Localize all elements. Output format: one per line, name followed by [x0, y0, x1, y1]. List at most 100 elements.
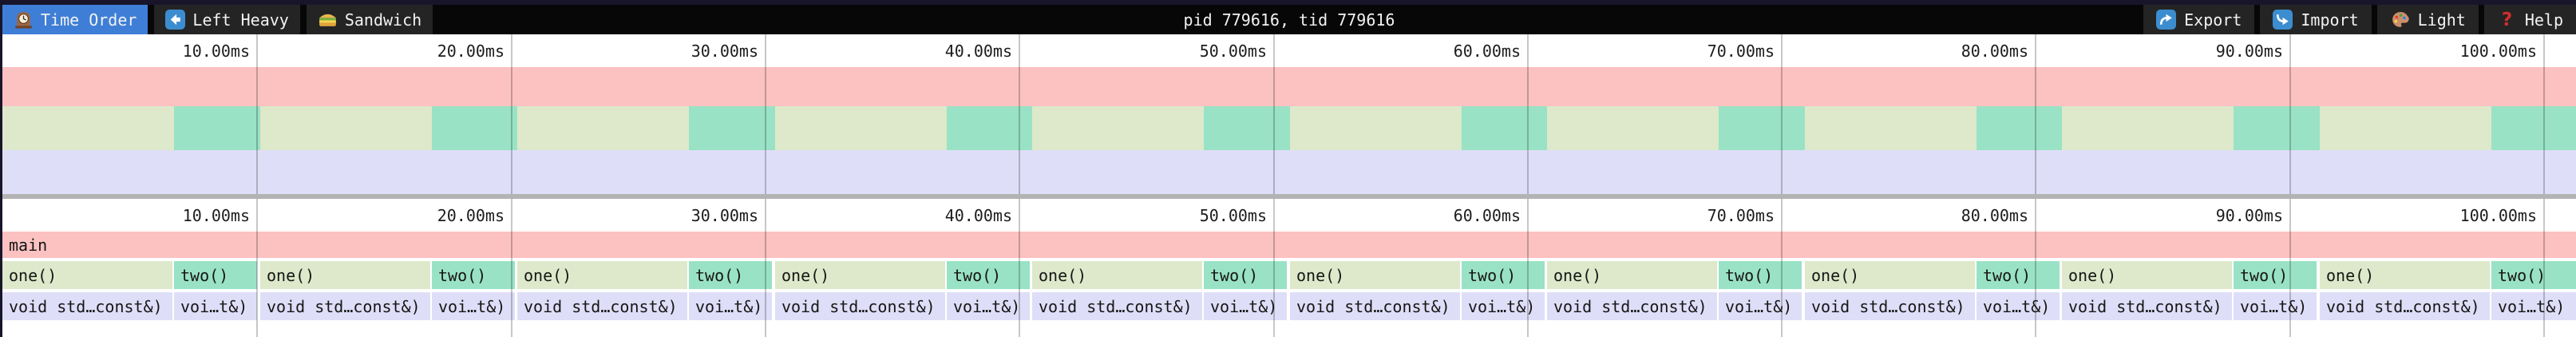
- tick-label: 90.00ms: [2215, 41, 2283, 61]
- gridline: [511, 199, 512, 337]
- tick-label: 100.00ms: [2459, 205, 2537, 225]
- frame-two-detail[interactable]: voi…t&): [432, 292, 515, 320]
- minimap-two-segment: [689, 106, 775, 150]
- tick-label: 90.00ms: [2215, 205, 2283, 225]
- left-arrow-icon: [165, 10, 186, 30]
- clock-icon: [14, 10, 34, 30]
- tick-label: 100.00ms: [2459, 41, 2537, 61]
- tab-sandwich[interactable]: Sandwich: [306, 5, 433, 34]
- help-icon: ?: [2497, 10, 2517, 30]
- tab-label: Left Heavy: [192, 10, 289, 30]
- frame-two-detail[interactable]: voi…t&): [174, 292, 257, 320]
- frame-one-detail[interactable]: void std…const&): [517, 292, 687, 320]
- gridline: [2289, 199, 2291, 337]
- minimap-band-calls: [2, 106, 2576, 150]
- gridline: [1781, 199, 1783, 337]
- tab-label: Time Order: [41, 10, 137, 30]
- tick-label: 40.00ms: [944, 205, 1012, 225]
- palette-icon: [2390, 10, 2410, 30]
- frame-main[interactable]: main: [2, 232, 2576, 258]
- frame-two-detail[interactable]: voi…t&): [2491, 292, 2576, 320]
- tab-time-order[interactable]: Time Order: [2, 5, 148, 34]
- tick-label: 50.00ms: [1199, 205, 1267, 225]
- frame-one[interactable]: one(): [260, 261, 430, 289]
- help-button[interactable]: ? Help: [2483, 5, 2576, 34]
- frame-two-detail[interactable]: voi…t&): [947, 292, 1030, 320]
- frame-two[interactable]: two(): [1462, 261, 1545, 289]
- minimap-two-segment: [1204, 106, 1290, 150]
- frame-one[interactable]: one(): [775, 261, 945, 289]
- frame-one[interactable]: one(): [2, 261, 172, 289]
- gridline: [2035, 34, 2036, 194]
- tick-label: 20.00ms: [437, 41, 505, 61]
- svg-text:?: ?: [2502, 10, 2512, 30]
- frame-two-detail[interactable]: voi…t&): [1719, 292, 1802, 320]
- tick-label: 50.00ms: [1199, 41, 1267, 61]
- gridline: [1781, 34, 1783, 194]
- gridline: [1019, 34, 1020, 194]
- frame-one-detail[interactable]: void std…const&): [1805, 292, 1975, 320]
- gridline: [1527, 199, 1529, 337]
- frame-two[interactable]: two(): [432, 261, 515, 289]
- tick-label: 60.00ms: [1453, 205, 1521, 225]
- frame-two-detail[interactable]: voi…t&): [2234, 292, 2317, 320]
- frame-two[interactable]: two(): [2234, 261, 2317, 289]
- minimap-band-main: [2, 67, 2576, 106]
- toolbar-actions: Export Import Light? Help: [2143, 5, 2576, 34]
- frame-two[interactable]: two(): [947, 261, 1030, 289]
- frame-two[interactable]: two(): [1204, 261, 1287, 289]
- minimap-two-segment: [174, 106, 260, 150]
- gridline: [511, 34, 512, 194]
- help-label: Help: [2524, 10, 2563, 30]
- tab-label: Sandwich: [344, 10, 422, 30]
- toolbar: Time Order Left Heavy Sandwich pid 779616,…: [2, 5, 2576, 34]
- tick-label: 80.00ms: [1961, 41, 2028, 61]
- gridline: [256, 199, 258, 337]
- frame-one[interactable]: one(): [2062, 261, 2232, 289]
- gridline: [2543, 34, 2545, 194]
- section-divider: [2, 194, 2576, 199]
- minimap[interactable]: [2, 67, 2576, 194]
- frame-two[interactable]: two(): [1719, 261, 1802, 289]
- minimap-two-segment: [1719, 106, 1805, 150]
- frame-one[interactable]: one(): [517, 261, 687, 289]
- frame-two-detail[interactable]: voi…t&): [1977, 292, 2060, 320]
- frame-one[interactable]: one(): [1032, 261, 1202, 289]
- tick-label: 10.00ms: [182, 205, 250, 225]
- frame-one-detail[interactable]: void std…const&): [1547, 292, 1717, 320]
- gridline: [2035, 199, 2036, 337]
- frame-one-detail[interactable]: void std…const&): [2320, 292, 2490, 320]
- frame-one[interactable]: one(): [1805, 261, 1975, 289]
- frame-one[interactable]: one(): [1547, 261, 1717, 289]
- export-button[interactable]: Export: [2143, 5, 2255, 34]
- frame-one[interactable]: one(): [1290, 261, 1460, 289]
- import-label: Import: [2301, 10, 2359, 30]
- export-icon: [2156, 10, 2177, 30]
- frame-one-detail[interactable]: void std…const&): [260, 292, 430, 320]
- window-title: pid 779616, tid 779616: [1183, 10, 1395, 30]
- frame-one-detail[interactable]: void std…const&): [1290, 292, 1460, 320]
- frame-one-detail[interactable]: void std…const&): [775, 292, 945, 320]
- tick-label: 70.00ms: [1707, 205, 1775, 225]
- frame-two[interactable]: two(): [174, 261, 257, 289]
- tick-label: 60.00ms: [1453, 41, 1521, 61]
- frame-one-detail[interactable]: void std…const&): [1032, 292, 1202, 320]
- frame-two[interactable]: two(): [2491, 261, 2576, 289]
- frame-two[interactable]: two(): [1977, 261, 2060, 289]
- frame-two-detail[interactable]: voi…t&): [1462, 292, 1545, 320]
- gridline: [2289, 34, 2291, 194]
- frame-one[interactable]: one(): [2320, 261, 2490, 289]
- frame-two[interactable]: two(): [689, 261, 772, 289]
- frame-one-detail[interactable]: void std…const&): [2, 292, 172, 320]
- gridline: [2543, 199, 2545, 337]
- export-label: Export: [2184, 10, 2242, 30]
- frame-one-detail[interactable]: void std…const&): [2062, 292, 2232, 320]
- minimap-two-segment: [2491, 106, 2576, 150]
- view-tabs: Time Order Left Heavy Sandwich: [2, 5, 433, 34]
- minimap-two-segment: [432, 106, 517, 150]
- tab-left-heavy[interactable]: Left Heavy: [154, 5, 300, 34]
- frame-two-detail[interactable]: voi…t&): [689, 292, 772, 320]
- import-button[interactable]: Import: [2260, 5, 2372, 34]
- frame-two-detail[interactable]: voi…t&): [1204, 292, 1287, 320]
- theme-button[interactable]: Light: [2376, 5, 2479, 34]
